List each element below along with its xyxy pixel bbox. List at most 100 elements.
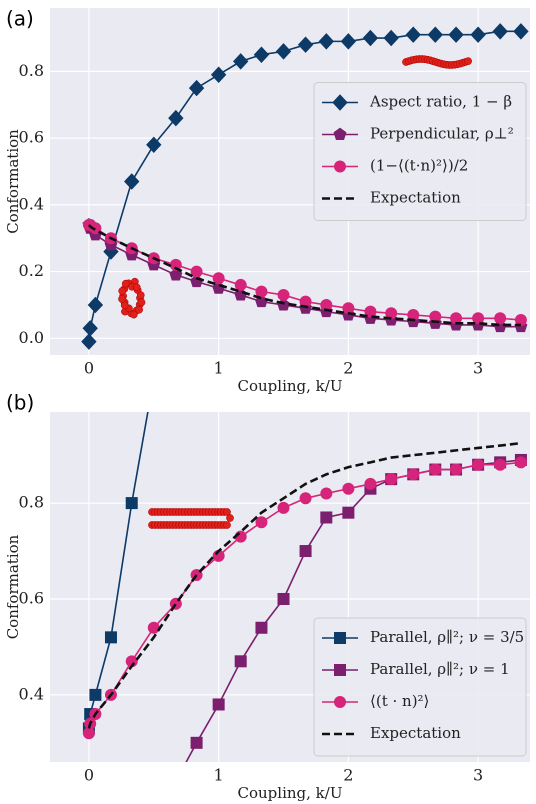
marker xyxy=(188,79,205,97)
x-tick-label: 1 xyxy=(214,359,224,378)
marker xyxy=(342,482,355,495)
marker xyxy=(89,222,102,235)
marker xyxy=(299,492,312,505)
marker xyxy=(299,545,312,558)
panel-label: (b) xyxy=(6,391,34,415)
marker xyxy=(124,173,140,190)
legend-box xyxy=(313,82,527,221)
legend-label: (1−⟨(t·n)²⟩)/2 xyxy=(370,157,468,175)
series-layer xyxy=(81,23,529,350)
legend-label: Perpendicular, ρ⊥² xyxy=(370,125,514,143)
marker xyxy=(148,373,159,384)
marker xyxy=(82,320,98,337)
marker xyxy=(87,296,104,314)
marker xyxy=(212,698,225,711)
marker xyxy=(472,458,485,471)
marker xyxy=(147,621,160,634)
polymer-inset xyxy=(136,291,145,299)
legend-label: Expectation xyxy=(370,724,461,742)
marker xyxy=(233,53,249,70)
marker xyxy=(146,136,162,154)
marker xyxy=(255,621,268,634)
legend-label: Parallel, ρ∥²; ν = 1 xyxy=(370,660,510,678)
marker xyxy=(320,511,333,524)
marker xyxy=(334,696,346,708)
y-tick-label: 0.2 xyxy=(19,261,44,280)
marker xyxy=(448,26,464,43)
marker xyxy=(362,29,379,47)
marker xyxy=(513,23,529,40)
marker xyxy=(364,477,377,490)
polymer-inset xyxy=(226,514,234,522)
marker xyxy=(334,664,346,676)
marker xyxy=(494,458,507,471)
marker xyxy=(470,26,486,43)
y-axis-label: Conformation xyxy=(4,534,22,639)
marker xyxy=(255,285,268,298)
polymer-inset xyxy=(464,57,472,65)
marker xyxy=(334,632,346,644)
polymer-inset xyxy=(132,283,141,292)
polymer-inset xyxy=(121,279,130,288)
marker xyxy=(340,33,357,50)
marker xyxy=(275,43,292,60)
y-tick-label: 0.8 xyxy=(19,493,44,512)
marker xyxy=(169,268,183,281)
x-tick-label: 3 xyxy=(473,766,483,785)
marker xyxy=(383,29,399,47)
marker xyxy=(277,288,290,301)
y-tick-label: 0.6 xyxy=(19,588,44,607)
x-tick-label: 3 xyxy=(473,359,483,378)
marker xyxy=(364,305,377,318)
marker xyxy=(190,265,203,278)
marker xyxy=(494,312,507,325)
marker xyxy=(333,127,347,141)
marker xyxy=(212,272,225,285)
polymer-inset xyxy=(135,305,143,314)
marker xyxy=(492,23,508,40)
panel-label: (a) xyxy=(6,7,34,31)
polymer-inset xyxy=(129,310,138,319)
marker xyxy=(297,36,314,53)
marker xyxy=(89,688,102,701)
polymer-inset xyxy=(137,298,146,307)
series-line xyxy=(87,224,521,327)
marker xyxy=(234,278,247,291)
marker xyxy=(514,456,527,469)
x-axis-label: Coupling, k/U xyxy=(238,377,343,395)
marker xyxy=(320,487,333,500)
polymer-inset xyxy=(118,295,126,303)
marker xyxy=(472,312,485,325)
marker xyxy=(210,66,227,83)
marker xyxy=(334,160,346,173)
x-axis-label: Coupling, k/U xyxy=(238,784,343,802)
x-tick-label: 2 xyxy=(343,766,353,785)
marker xyxy=(318,33,335,50)
y-tick-label: 0.4 xyxy=(19,194,44,213)
x-tick-label: 0 xyxy=(84,359,94,378)
marker xyxy=(170,776,181,787)
legend-label: ⟨(t · n)²⟩ xyxy=(370,692,429,710)
marker xyxy=(407,468,420,481)
y-axis-label: Conformation xyxy=(4,129,22,234)
polymer-inset xyxy=(118,287,127,295)
marker xyxy=(405,26,421,43)
marker xyxy=(234,655,247,668)
x-tick-label: 1 xyxy=(214,766,224,785)
marker xyxy=(255,516,268,529)
legend-box xyxy=(313,617,527,757)
series-layer xyxy=(82,373,527,787)
marker xyxy=(332,94,348,111)
marker xyxy=(125,497,138,510)
y-tick-label: 0.0 xyxy=(19,328,44,347)
marker xyxy=(104,631,117,644)
marker xyxy=(342,506,355,519)
marker xyxy=(429,463,442,476)
marker xyxy=(81,333,97,350)
x-tick-label: 2 xyxy=(343,359,353,378)
marker xyxy=(190,736,203,749)
y-tick-label: 0.8 xyxy=(19,61,44,80)
marker xyxy=(450,463,463,476)
polymer-inset xyxy=(223,521,231,529)
marker xyxy=(385,473,398,486)
